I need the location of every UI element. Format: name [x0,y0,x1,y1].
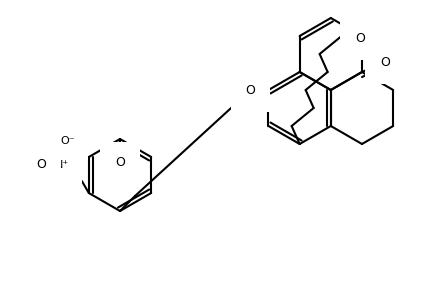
Text: O: O [245,83,255,97]
Text: O⁻: O⁻ [60,136,75,146]
Text: O: O [354,32,364,45]
Text: O: O [115,156,125,170]
Text: O: O [36,158,46,172]
Text: N⁺: N⁺ [55,160,69,170]
Text: O: O [379,55,389,68]
